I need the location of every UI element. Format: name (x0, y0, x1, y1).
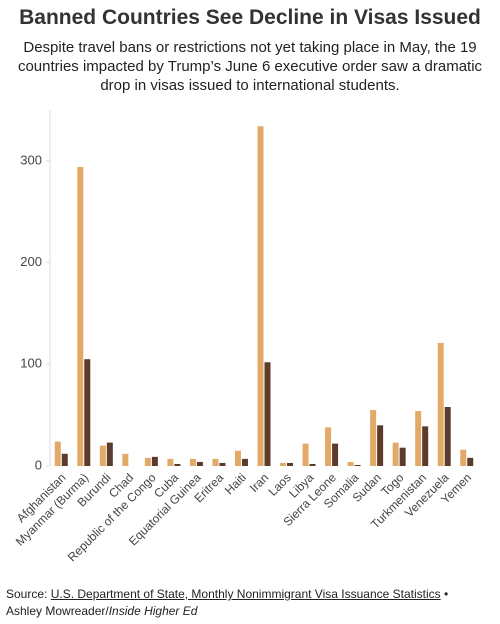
y-tick-label: 300 (20, 152, 42, 167)
y-tick-label: 100 (20, 356, 42, 371)
bar (144, 457, 151, 466)
bar (167, 458, 174, 466)
bar (99, 445, 106, 466)
bar (467, 457, 474, 466)
bar (392, 442, 399, 466)
bar (332, 443, 339, 466)
source-outlet: Inside Higher Ed (108, 604, 198, 618)
bar (444, 407, 451, 466)
bar (377, 425, 384, 466)
bar (54, 441, 61, 466)
y-tick-label: 200 (20, 254, 42, 269)
bar (77, 166, 84, 466)
bar (84, 359, 91, 466)
source-link[interactable]: U.S. Department of State, Monthly Nonimm… (50, 587, 441, 601)
bar (422, 426, 429, 466)
bar (212, 458, 219, 466)
source-prefix: Source: (6, 587, 48, 601)
y-tick-label: 0 (35, 457, 42, 472)
bar (415, 411, 422, 466)
bar (347, 461, 354, 466)
chart-subtitle: Despite travel bans or restrictions not … (17, 39, 483, 94)
bar (264, 362, 271, 466)
bar (189, 458, 196, 466)
bar (174, 463, 181, 466)
bar (234, 450, 241, 466)
bar (257, 126, 264, 466)
bar (280, 462, 287, 466)
bar (219, 462, 226, 466)
bar (61, 453, 68, 466)
bar (106, 442, 113, 466)
bar (151, 456, 158, 466)
bar (399, 447, 406, 466)
source-author: Ashley Mowreader/ (6, 604, 109, 618)
bar (122, 453, 129, 466)
bar (287, 462, 294, 466)
bar (196, 461, 203, 466)
source-note: Source: U.S. Department of State, Monthl… (6, 586, 494, 620)
bar (241, 458, 248, 466)
bar (325, 427, 332, 466)
chart-title: Banned Countries See Decline in Visas Is… (19, 6, 481, 29)
source-separator: • (444, 587, 449, 601)
bar (370, 410, 377, 466)
bar (437, 342, 444, 466)
bar (302, 443, 309, 466)
bar (460, 449, 467, 466)
bar (354, 464, 361, 466)
bar (309, 463, 316, 466)
x-tick-label: Haiti (222, 470, 249, 497)
